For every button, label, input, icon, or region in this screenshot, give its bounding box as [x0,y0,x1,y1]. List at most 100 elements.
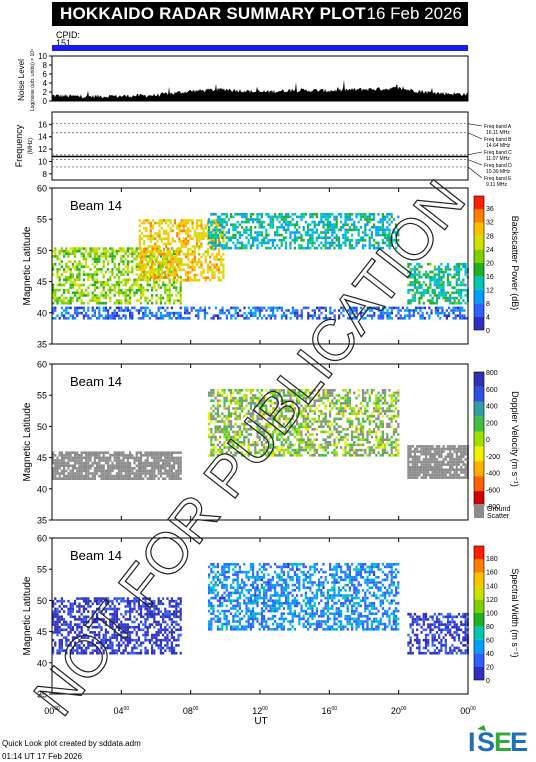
rti-cell [364,397,366,400]
rti-cell [351,218,353,221]
rti-cell [320,236,322,239]
rti-cell [462,263,464,266]
rti-cell [212,415,214,418]
rti-cell [248,454,250,457]
rti-cell [465,302,467,305]
rti-cell [85,273,87,276]
rti-cell [96,299,98,302]
colorbar-label: Doppler Velocity (m s⁻¹) [510,391,520,487]
rti-cell [382,433,384,436]
rti-cell [358,394,360,397]
rti-cell [338,309,340,312]
rti-cell [274,407,276,410]
rti-cell [56,472,58,475]
rti-cell [377,397,379,400]
rti-cell [300,247,302,250]
rti-ytick-label: 50 [37,422,47,432]
rti-cell [296,392,298,395]
rti-cell [131,260,133,263]
rti-cell [449,461,451,464]
rti-cell [434,294,436,297]
rti-cell [331,229,333,232]
rti-cell [183,237,185,240]
rti-cell [418,302,420,305]
rti-cell [272,415,274,418]
rti-cell [298,449,300,452]
rti-cell [393,239,395,242]
rti-cell [59,475,61,478]
rti-cell [320,423,322,426]
rti-cell [449,450,451,453]
rti-cell [89,454,91,457]
rti-cell [118,472,120,475]
rti-cell [252,239,254,242]
rti-cell [54,464,56,467]
rti-cell [438,279,440,282]
rti-cell [98,314,100,317]
rti-cell [164,470,166,473]
rti-cell [349,218,351,221]
rti-cell [259,451,261,454]
rti-cell [63,279,65,282]
rti-cell [154,258,156,261]
rti-cell [373,410,375,413]
rti-cell [230,412,232,415]
rti-cell [418,471,420,474]
rti-cell [407,445,409,448]
rti-cell [211,253,213,256]
rti-cell [314,399,316,402]
rti-cell [210,234,212,237]
rti-cell [388,213,390,216]
rti-cell [140,472,142,475]
rti-cell [59,464,61,467]
rti-cell [125,253,127,256]
colorbar-swatch [474,209,484,222]
rti-cell [122,475,124,478]
rti-cell [382,218,384,221]
rti-cell [154,274,156,277]
rti-cell [156,274,158,277]
rti-cell [226,221,228,224]
rti-cell [226,407,228,410]
rti-cell [212,405,214,408]
rti-cell [245,394,247,397]
rti-cell [358,231,360,234]
rti-cell [56,273,58,276]
rti-cell [423,474,425,477]
rti-cell [223,428,225,431]
rti-cell [325,231,327,234]
rti-cell [209,269,211,272]
rti-cell [215,425,217,428]
rti-cell [185,222,187,225]
rti-cell [307,226,309,229]
rti-cell [239,436,241,439]
rti-cell [165,232,167,235]
rti-cell [265,423,267,426]
rti-cell [421,284,423,287]
rti-cell [303,438,305,441]
rti-cell [281,239,283,242]
rti-cell [234,407,236,410]
rti-cell [254,451,256,454]
rti-cell [63,477,65,480]
rti-cell [226,399,228,402]
rti-cell [461,307,463,310]
rti-cell [160,470,162,473]
rti-cell [176,250,178,253]
rti-cell [74,279,76,282]
rti-cell [281,399,283,402]
beam-label: Beam 14 [70,374,122,389]
rti-cell [395,239,397,242]
rti-cell [272,389,274,392]
rti-cell [373,428,375,431]
rti-cell [451,286,453,289]
rti-cell [141,232,143,235]
rti-cell [351,420,353,423]
rti-cell [167,243,169,246]
rti-cell [382,221,384,224]
colorbar-tick-label: 600 [486,387,498,394]
rti-cell [416,292,418,295]
rti-cell [214,266,216,269]
rti-cell [237,314,239,317]
rti-cell [174,256,176,259]
